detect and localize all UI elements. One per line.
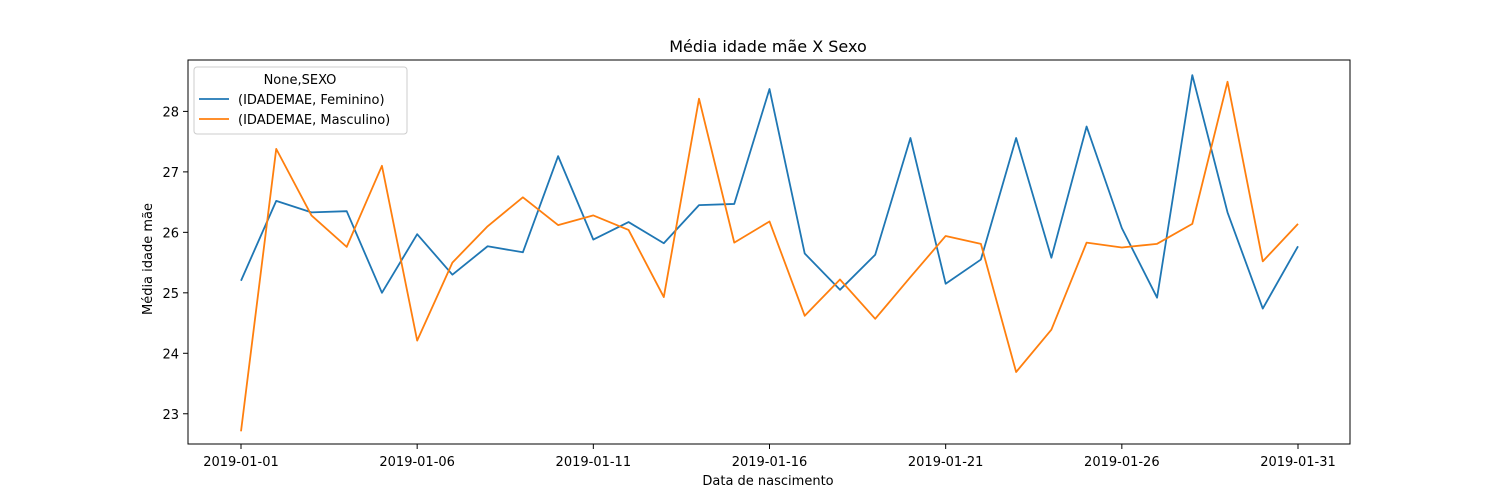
- y-tick-label: 24: [162, 347, 179, 362]
- x-tick-label: 2019-01-16: [732, 455, 808, 470]
- x-tick-label: 2019-01-11: [556, 455, 632, 470]
- legend-label-masculino: (IDADEMAE, Masculino): [238, 113, 390, 128]
- legend-title: None,SEXO: [264, 73, 337, 88]
- series-line-masculino: [240, 80, 1299, 432]
- x-axis: 2019-01-01 2019-01-06 2019-01-11 2019-01-16…: [203, 444, 1336, 470]
- y-tick-label: 23: [162, 408, 179, 423]
- y-tick-label: 25: [162, 287, 179, 302]
- legend: None,SEXO (IDADEMAE, Feminino) (IDADEMAE,…: [193, 66, 408, 135]
- series-line-feminino: [240, 74, 1299, 310]
- x-tick-label: 2019-01-31: [1260, 455, 1336, 470]
- x-tick-label: 2019-01-06: [379, 455, 455, 470]
- y-tick-label: 28: [162, 105, 179, 120]
- legend-box: [193, 66, 408, 135]
- y-tick-label: 27: [162, 166, 179, 181]
- x-tick-label: 2019-01-01: [203, 455, 279, 470]
- chart-title: Média idade mãe X Sexo: [669, 37, 866, 56]
- y-axis-label: Média idade mãe: [141, 203, 156, 315]
- y-tick-label: 26: [162, 226, 179, 241]
- y-axis: 23 24 25 26 27 28: [162, 105, 188, 423]
- x-tick-label: 2019-01-21: [908, 455, 984, 470]
- x-axis-label: Data de nascimento: [702, 474, 833, 489]
- legend-label-feminino: (IDADEMAE, Feminino): [238, 93, 385, 108]
- x-tick-label: 2019-01-26: [1084, 455, 1160, 470]
